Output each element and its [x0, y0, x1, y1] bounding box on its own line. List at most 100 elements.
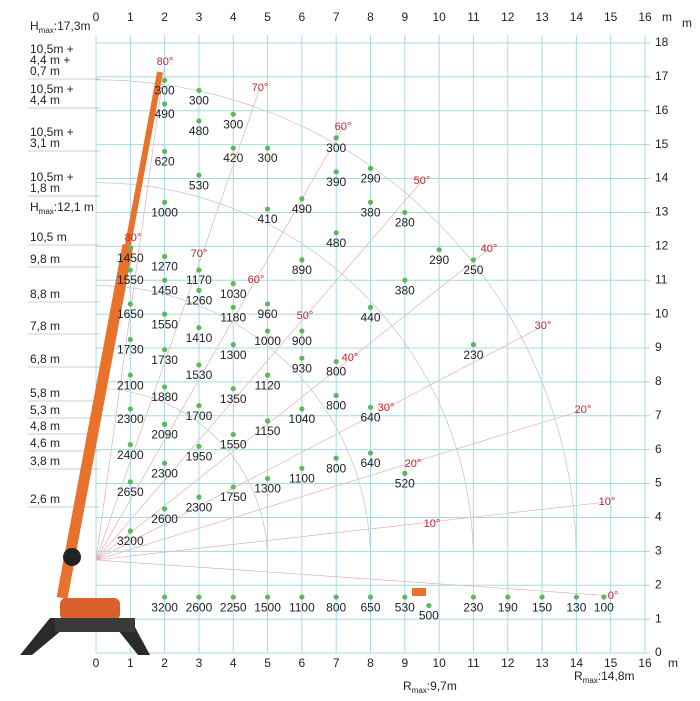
boom-label: 4,4 m — [30, 93, 60, 107]
load-point — [162, 101, 168, 107]
angle-line — [95, 248, 490, 561]
x-tick-label: 14 — [570, 656, 584, 670]
x-tick-label: 10 — [432, 656, 446, 670]
load-point — [333, 230, 339, 236]
load-label: 1450 — [117, 251, 144, 265]
angle-label: 50° — [297, 310, 314, 322]
crane-drawing — [20, 71, 426, 655]
load-point — [299, 465, 305, 471]
angle-label: 10° — [424, 518, 441, 530]
angle-line — [95, 180, 423, 561]
angle-label: 70° — [252, 82, 269, 94]
load-label: 1550 — [151, 317, 178, 331]
angle-line — [95, 409, 584, 561]
angle-label: 40° — [481, 243, 498, 255]
angle-label: 60° — [248, 274, 265, 286]
x-tick-label-top: 15 — [604, 10, 618, 24]
load-label: 1410 — [186, 331, 213, 345]
load-point — [196, 403, 202, 409]
load-label: 150 — [532, 600, 552, 614]
load-label: 290 — [360, 172, 380, 186]
load-label: 480 — [189, 124, 209, 138]
x-tick-label-top: 4 — [230, 10, 237, 24]
load-point — [264, 328, 271, 334]
x-tick-label: 8 — [367, 656, 374, 670]
load-point — [470, 594, 477, 600]
boom-label: 7,8 m — [30, 319, 60, 333]
load-point — [196, 267, 202, 273]
boom-label: 9,8 m — [30, 252, 60, 266]
boom-label: 4,4 m + — [30, 53, 70, 67]
x-tick-label: 4 — [230, 656, 237, 670]
load-point — [367, 450, 374, 456]
load-point — [162, 384, 168, 390]
boom-label: 10,5m + — [30, 125, 74, 139]
x-tick-label-top: 1 — [127, 10, 134, 24]
x-tick-label-top: 13 — [535, 10, 549, 24]
load-label: 1270 — [151, 260, 178, 274]
load-point — [162, 277, 168, 283]
turret — [60, 598, 120, 620]
angle-label: 0° — [608, 590, 619, 602]
x-tick-label-top: 9 — [401, 10, 408, 24]
load-point — [299, 257, 305, 263]
load-label: 230 — [463, 348, 483, 362]
load-label: 390 — [326, 175, 346, 189]
load-point — [333, 358, 339, 365]
y-tick-label: 15 — [655, 137, 669, 151]
x-tick-label: 3 — [196, 656, 203, 670]
y-tick-label: 17 — [655, 69, 669, 83]
load-label: 2300 — [186, 500, 213, 514]
load-label: 380 — [360, 205, 380, 219]
load-label: 3200 — [151, 600, 178, 614]
limit-label-part: R — [403, 679, 412, 693]
load-point — [162, 594, 168, 600]
load-label: 900 — [292, 334, 312, 348]
load-label: 300 — [223, 117, 243, 131]
load-label: 650 — [360, 600, 380, 614]
x-tick-label: 2 — [161, 656, 168, 670]
load-point — [196, 443, 202, 449]
x-tick-label-top: 10 — [432, 10, 446, 24]
boom — [56, 243, 134, 600]
limit-label-part: :12,1 m — [54, 200, 94, 214]
x-tick-label-top: 3 — [196, 10, 203, 24]
angle-label: 30° — [378, 402, 395, 414]
limit-label-part: max — [412, 686, 427, 695]
load-point — [333, 169, 339, 175]
load-point — [196, 87, 202, 94]
load-label: 230 — [463, 600, 483, 614]
load-point — [333, 135, 339, 141]
load-point — [367, 404, 374, 410]
load-label: 410 — [258, 212, 278, 226]
load-label: 930 — [292, 361, 312, 375]
load-point — [162, 77, 168, 83]
boom-label: 10,5 m — [30, 230, 67, 244]
limit-label-part: H — [30, 200, 39, 214]
radius-arc — [95, 285, 371, 561]
limit-label: Hmax:12,1 m — [30, 200, 94, 216]
load-point — [436, 247, 442, 253]
load-label: 300 — [189, 94, 209, 108]
load-label: 1950 — [186, 449, 213, 463]
x-tick-label-top: 7 — [333, 10, 340, 24]
x-tick-label: 7 — [333, 656, 340, 670]
limit-label: Rmax:9,7m — [403, 679, 457, 695]
load-point — [402, 470, 408, 476]
load-point — [402, 594, 408, 600]
load-label: 1000 — [151, 205, 178, 219]
load-point — [299, 355, 305, 361]
load-point — [127, 528, 133, 534]
winch — [63, 548, 81, 566]
load-label: 1500 — [254, 600, 281, 614]
x-tick-label-top: 16 — [638, 10, 652, 24]
x-tick-label: 5 — [264, 656, 271, 670]
load-label: 2600 — [151, 512, 178, 526]
radius-arc — [95, 388, 268, 561]
boom-label: 4,8 m — [30, 419, 60, 433]
load-label: 2100 — [117, 378, 144, 392]
load-label: 960 — [258, 307, 278, 321]
load-label: 1100 — [289, 471, 315, 485]
limit-label: Rmax:14,8m — [574, 669, 634, 685]
load-point — [367, 304, 374, 310]
